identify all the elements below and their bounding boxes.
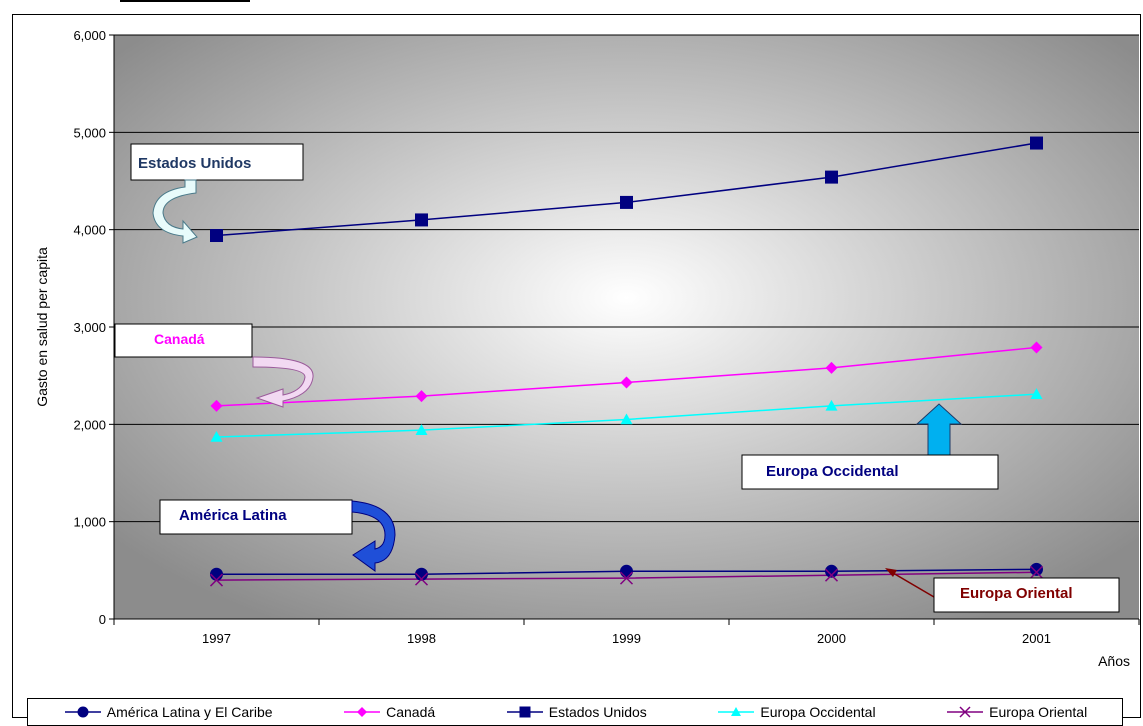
callout-box-europa-oriental — [933, 577, 1120, 613]
callout-box-canada — [114, 323, 253, 358]
data-point — [825, 170, 838, 184]
legend-swatch-marker — [731, 707, 742, 716]
callout-box-estados-unidos — [130, 143, 304, 181]
legend-item: Estados Unidos — [505, 704, 647, 720]
chart-frame: 0 1,000 2,000 3,000 4,000 5,000 6,000 1997 1998… — [12, 14, 1141, 726]
title-underline — [120, 0, 250, 2]
arrow-line-europa-oriental — [887, 569, 935, 598]
data-point — [620, 195, 633, 209]
legend-label: Estados Unidos — [548, 704, 647, 720]
legend-label: Canadá — [386, 704, 436, 720]
data-point — [415, 213, 428, 227]
data-point — [620, 413, 633, 425]
y-tick-label: 1,000 — [73, 515, 106, 530]
legend-swatch — [947, 706, 984, 718]
x-tick-label: 1998 — [407, 631, 436, 646]
data-point — [414, 572, 429, 586]
y-tick-label: 0 — [99, 612, 106, 627]
x-axis: 1997 1998 1999 2000 2001 — [113, 618, 1140, 646]
data-point — [620, 376, 633, 389]
legend-swatch — [506, 706, 543, 718]
callout-box-europa-occidental — [741, 454, 999, 490]
data-point — [1030, 562, 1043, 576]
legend-label: América Latina y El Caribe — [106, 704, 273, 720]
data-point — [825, 361, 838, 374]
callout-america-latina: América Latina — [179, 507, 287, 524]
data-point — [415, 424, 428, 435]
legend-label: Europa Oriental — [989, 704, 1088, 720]
legend-label: Europa Occidental — [760, 704, 876, 720]
data-point — [620, 564, 633, 578]
callout-box-america-latina — [159, 499, 353, 535]
legend-item: Europa Occidental — [716, 704, 876, 720]
data-point — [825, 564, 838, 578]
y-tick-label: 2,000 — [73, 417, 106, 432]
data-point — [825, 399, 838, 411]
series-group — [209, 136, 1044, 587]
y-axis-label: Gasto en salud per capita — [34, 247, 50, 407]
legend-swatch-marker — [519, 706, 531, 718]
legend-swatch-marker — [959, 706, 971, 718]
callout-estados-unidos: Estados Unidos — [138, 155, 251, 172]
data-point — [1030, 388, 1043, 399]
data-point — [210, 567, 223, 581]
y-tick-label: 3,000 — [73, 320, 106, 335]
data-point — [210, 229, 223, 243]
callout-canada: Canadá — [154, 331, 205, 347]
up-arrow-europa-occidental — [915, 403, 963, 457]
data-point — [1030, 341, 1043, 354]
data-point — [210, 399, 223, 412]
y-tick-label: 5,000 — [73, 125, 106, 140]
callout-europa-occidental: Europa Occidental — [766, 463, 899, 480]
curved-arrow-canada — [252, 356, 314, 408]
arrowhead-europa-oriental — [885, 568, 897, 577]
x-axis-label: Años — [1098, 653, 1130, 669]
data-point — [415, 390, 428, 403]
legend-item: América Latina y El Caribe — [63, 704, 273, 720]
data-point — [619, 571, 634, 585]
y-axis: 0 1,000 2,000 3,000 4,000 5,000 6,000 — [73, 28, 115, 627]
legend-swatch-marker — [357, 707, 368, 717]
data-point — [1029, 565, 1044, 579]
data-point — [415, 567, 428, 581]
legend-swatch — [64, 706, 101, 718]
curved-arrow-estados-unidos — [152, 179, 198, 244]
legend: América Latina y El Caribe Canadá Estados … — [27, 698, 1123, 726]
x-tick-label: 2000 — [817, 631, 846, 646]
legend-swatch — [718, 707, 755, 716]
legend-swatch-marker — [77, 706, 89, 718]
y-tick-label: 4,000 — [73, 223, 106, 238]
data-point — [209, 573, 224, 587]
data-point — [824, 568, 839, 582]
legend-swatch — [344, 707, 381, 717]
y-tick-label: 6,000 — [73, 28, 106, 43]
legend-item: Europa Oriental — [945, 704, 1087, 720]
callout-europa-oriental: Europa Oriental — [960, 585, 1073, 602]
curved-arrow-america-latina — [351, 500, 396, 572]
x-tick-label: 2001 — [1022, 631, 1051, 646]
line-chart: 0 1,000 2,000 3,000 4,000 5,000 6,000 1997 1998… — [34, 28, 1140, 669]
data-point — [210, 430, 223, 442]
data-point — [1030, 136, 1043, 150]
x-tick-label: 1997 — [202, 631, 231, 646]
x-tick-label: 1999 — [612, 631, 641, 646]
legend-item: Canadá — [342, 704, 435, 720]
